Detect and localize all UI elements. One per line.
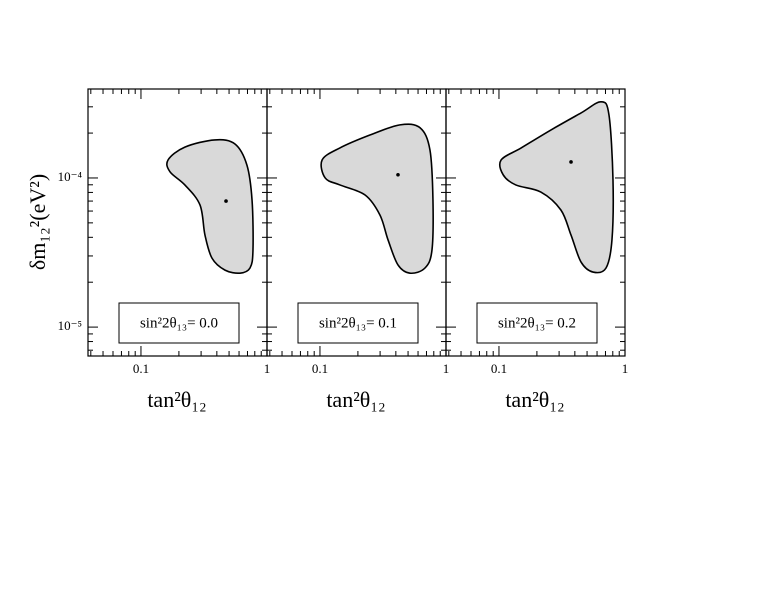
x-axis-label: tan²θ₁₂: [505, 387, 564, 412]
y-tick-label: 10⁻⁵: [58, 318, 82, 333]
best-fit-point: [396, 173, 400, 177]
y-tick-label: 10⁻⁴: [58, 169, 83, 184]
allowed-region: [499, 101, 615, 274]
best-fit-point: [224, 199, 228, 203]
annotation-box: [118, 302, 240, 344]
y-axis-label: δm₁₂²(eV²): [25, 174, 50, 270]
annotation-box: [297, 302, 419, 344]
annotation-box: [476, 302, 598, 344]
allowed-region: [320, 123, 434, 275]
x-tick-label: 0.1: [491, 361, 507, 376]
annotation: sin²2θ₁₃= 0.1: [319, 315, 397, 331]
x-axis-label: tan²θ₁₂: [147, 387, 206, 412]
annotation: sin²2θ₁₃= 0.2: [498, 315, 576, 331]
x-tick-label: 0.1: [133, 361, 149, 376]
x-tick-label: 0.1: [312, 361, 328, 376]
allowed-region: [166, 138, 254, 275]
annotation: sin²2θ₁₃= 0.0: [140, 315, 218, 331]
x-tick-label: 1: [443, 361, 450, 376]
best-fit-point: [569, 160, 573, 164]
x-tick-label: 1: [622, 361, 629, 376]
x-axis-label: tan²θ₁₂: [326, 387, 385, 412]
x-tick-label: 1: [264, 361, 271, 376]
